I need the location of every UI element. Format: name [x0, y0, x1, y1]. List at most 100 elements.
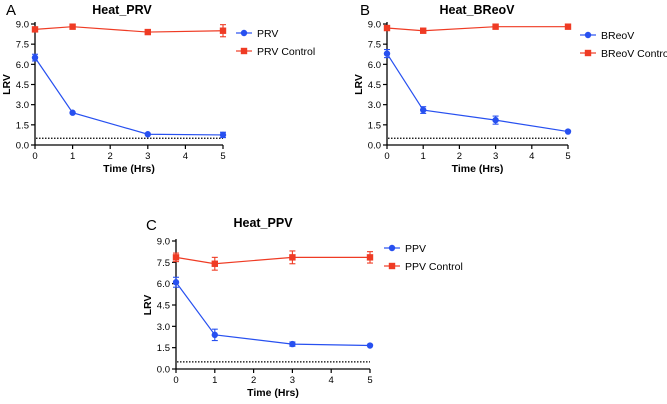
legend-marker: [240, 29, 248, 37]
data-point: [211, 260, 218, 267]
y-tick-label: 0.0: [16, 141, 29, 152]
y-tick-label: 1.5: [157, 343, 170, 354]
x-tick-label: 3: [290, 375, 295, 386]
panel-label: C: [146, 217, 157, 234]
y-tick-label: 6.0: [16, 60, 29, 71]
series-ppv-control: [172, 250, 374, 271]
legend-label: PPV Control: [405, 261, 463, 273]
data-point: [289, 340, 296, 348]
x-tick-label: 1: [421, 151, 426, 162]
chart-title: Heat_BReoV: [439, 3, 515, 17]
y-tick-label: 3.0: [157, 322, 170, 333]
y-axis-label: LRV: [1, 74, 13, 95]
legend-entry: PPV Control: [384, 261, 463, 273]
x-axis-label: Time (Hrs): [103, 163, 155, 175]
y-tick-label: 6.0: [368, 60, 381, 71]
y-tick-label: 7.5: [368, 40, 381, 51]
y-tick-label: 9.0: [157, 237, 170, 248]
data-point: [383, 24, 391, 32]
data-point: [69, 23, 76, 30]
x-tick-label: 4: [183, 151, 188, 162]
x-tick-label: 3: [145, 151, 150, 162]
x-tick-label: 0: [384, 151, 389, 162]
chart-panel-a: A Heat_PRV 0.0 1.5 3.0 4.5 6.0 7.5 9.0 0 1 2 3 4 5 Time…: [1, 2, 315, 175]
y-tick-label: 0.0: [157, 365, 170, 376]
legend-entry: BReoV: [580, 30, 634, 42]
data-point: [420, 106, 427, 114]
x-tick-label: 5: [565, 151, 570, 162]
y-tick-label: 9.0: [368, 20, 381, 31]
x-tick-label: 5: [220, 151, 225, 162]
x-tick-label: 4: [329, 375, 334, 386]
legend-label: BReoV Control: [601, 48, 667, 60]
x-tick-label: 0: [32, 151, 37, 162]
legend-marker: [584, 31, 592, 39]
y-tick-label: 4.5: [368, 80, 381, 91]
series-line: [34, 57, 224, 136]
data-point: [69, 109, 76, 116]
chart-panel-c: C Heat_PPV 0.0 1.5 3.0 4.5 6.0 7.5 9.0 0 1 2 3 4 5 Time…: [142, 216, 463, 399]
series-line: [175, 281, 371, 347]
y-axis-label: LRV: [142, 295, 154, 316]
series-breov: [383, 48, 572, 135]
legend-marker: [584, 49, 592, 57]
chart-title: Heat_PRV: [92, 3, 152, 17]
y-axis-label: LRV: [353, 74, 365, 95]
chart-panel-b: B Heat_BReoV 0.0 1.5 3.0 4.5 6.0 7.5 9.0 0 1 2 3 4 5 Ti…: [353, 2, 667, 175]
x-tick-label: 2: [457, 151, 462, 162]
legend-entry: PPV: [384, 243, 426, 255]
y-tick-label: 3.0: [368, 100, 381, 111]
data-point: [144, 28, 151, 36]
data-point: [564, 128, 572, 135]
x-tick-label: 2: [251, 375, 256, 386]
data-point: [492, 116, 499, 124]
series-ppv: [172, 276, 374, 349]
legend-label: PPV: [405, 243, 426, 255]
data-point: [219, 131, 227, 139]
series-breov-control: [383, 23, 572, 34]
x-tick-label: 4: [529, 151, 534, 162]
x-axis-label: Time (Hrs): [452, 163, 504, 175]
y-tick-label: 1.5: [16, 120, 29, 131]
x-tick-label: 0: [173, 375, 178, 386]
data-point: [366, 342, 374, 349]
x-axis-label: Time (Hrs): [247, 387, 299, 399]
series-prv-control: [31, 23, 227, 38]
data-point: [492, 23, 499, 30]
x-tick-label: 1: [70, 151, 75, 162]
data-point: [31, 26, 39, 33]
data-point: [211, 331, 218, 339]
legend-marker: [240, 47, 248, 55]
data-point: [219, 27, 227, 34]
series-prv: [31, 53, 227, 139]
y-tick-label: 7.5: [16, 40, 29, 51]
data-point: [366, 254, 374, 261]
y-tick-label: 6.0: [157, 279, 170, 290]
legend-label: PRV: [257, 28, 278, 40]
chart-title: Heat_PPV: [233, 216, 293, 230]
data-point: [383, 50, 391, 57]
legend-entry: PRV: [236, 28, 278, 40]
y-tick-label: 4.5: [16, 80, 29, 91]
x-tick-label: 5: [367, 375, 372, 386]
series-line: [386, 53, 569, 133]
data-point: [144, 131, 151, 138]
legend-entry: BReoV Control: [580, 48, 667, 60]
data-point: [172, 279, 180, 286]
legend-marker: [388, 244, 396, 252]
legend-entry: PRV Control: [236, 46, 315, 58]
data-point: [31, 54, 39, 61]
legend-label: PRV Control: [257, 46, 315, 58]
legend-label: BReoV: [601, 30, 634, 42]
y-tick-label: 3.0: [16, 100, 29, 111]
y-tick-label: 7.5: [157, 258, 170, 269]
series-line: [386, 26, 568, 32]
y-tick-label: 9.0: [16, 20, 29, 31]
series-line: [34, 26, 224, 33]
x-tick-label: 2: [108, 151, 113, 162]
y-tick-label: 4.5: [157, 301, 170, 312]
panel-label: A: [6, 2, 16, 19]
x-tick-label: 3: [493, 151, 498, 162]
y-tick-label: 1.5: [368, 120, 381, 131]
